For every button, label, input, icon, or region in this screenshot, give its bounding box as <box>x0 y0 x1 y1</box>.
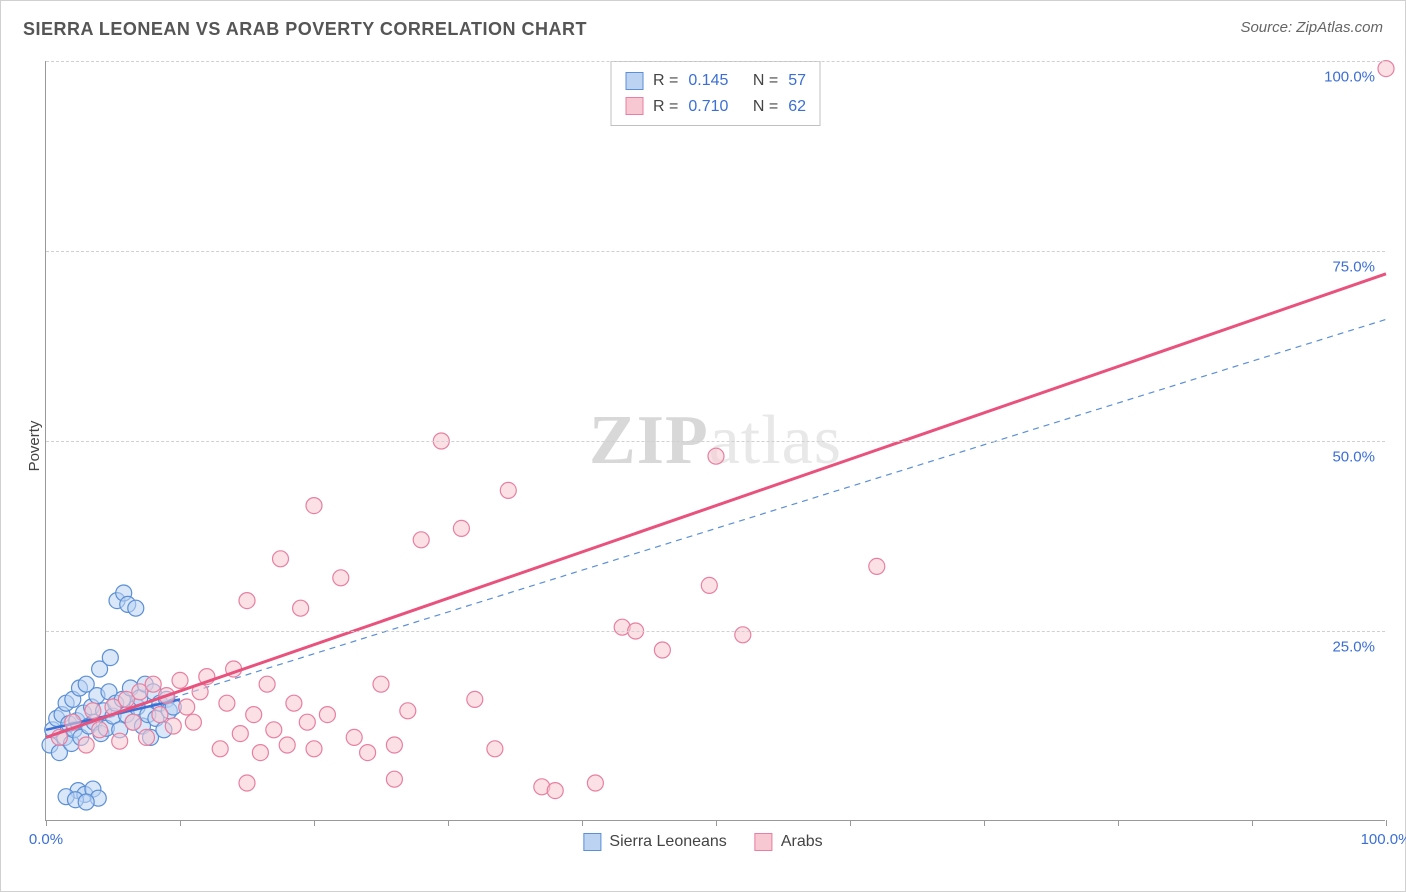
data-point <box>299 714 315 730</box>
data-point <box>869 558 885 574</box>
trend-line <box>46 274 1386 738</box>
data-point <box>172 672 188 688</box>
data-point <box>487 741 503 757</box>
data-point <box>185 714 201 730</box>
data-point <box>500 482 516 498</box>
x-tick <box>180 820 181 826</box>
data-point <box>279 737 295 753</box>
data-point <box>92 722 108 738</box>
x-tick <box>314 820 315 826</box>
data-point <box>413 532 429 548</box>
data-point <box>286 695 302 711</box>
data-point <box>386 771 402 787</box>
data-point <box>212 741 228 757</box>
data-point <box>360 745 376 761</box>
legend-label-arab: Arabs <box>781 833 823 851</box>
x-tick <box>1386 820 1387 826</box>
data-point <box>319 707 335 723</box>
source-attribution: Source: ZipAtlas.com <box>1240 19 1383 36</box>
data-point <box>453 520 469 536</box>
x-tick <box>448 820 449 826</box>
data-point <box>400 703 416 719</box>
legend-item-arab[interactable]: Arabs <box>755 833 823 851</box>
y-axis-label: Poverty <box>26 421 43 472</box>
x-tick <box>46 820 47 826</box>
data-point <box>78 794 94 810</box>
chart-title: SIERRA LEONEAN VS ARAB POVERTY CORRELATI… <box>23 19 587 40</box>
data-point <box>125 714 141 730</box>
gridline <box>46 631 1385 632</box>
x-tick <box>984 820 985 826</box>
data-point <box>266 722 282 738</box>
data-point <box>701 577 717 593</box>
gridline <box>46 61 1385 62</box>
y-tick-label: 75.0% <box>1332 259 1375 276</box>
chart-container: SIERRA LEONEAN VS ARAB POVERTY CORRELATI… <box>0 0 1406 892</box>
legend-label-sierra: Sierra Leoneans <box>609 833 726 851</box>
data-point <box>145 676 161 692</box>
x-tick <box>1252 820 1253 826</box>
data-point <box>219 695 235 711</box>
x-tick-label: 100.0% <box>1361 831 1406 848</box>
data-point <box>373 676 389 692</box>
plot-area: ZIPatlas R = 0.145 N = 57 R = 0.710 N = … <box>45 61 1385 821</box>
data-point <box>306 741 322 757</box>
data-point <box>239 775 255 791</box>
y-tick-label: 100.0% <box>1324 69 1375 86</box>
gridline <box>46 251 1385 252</box>
x-tick <box>582 820 583 826</box>
data-point <box>1378 61 1394 77</box>
data-point <box>306 498 322 514</box>
bottom-legend: Sierra Leoneans Arabs <box>583 833 822 851</box>
data-point <box>252 745 268 761</box>
data-point <box>708 448 724 464</box>
data-point <box>112 733 128 749</box>
data-point <box>467 691 483 707</box>
swatch-arab-icon <box>755 833 773 851</box>
data-point <box>333 570 349 586</box>
y-tick-label: 25.0% <box>1332 639 1375 656</box>
gridline <box>46 441 1385 442</box>
data-point <box>346 729 362 745</box>
data-point <box>139 729 155 745</box>
data-point <box>128 600 144 616</box>
data-point <box>232 726 248 742</box>
x-tick <box>850 820 851 826</box>
data-point <box>654 642 670 658</box>
data-point <box>85 703 101 719</box>
data-point <box>547 783 563 799</box>
data-point <box>239 593 255 609</box>
x-tick <box>716 820 717 826</box>
data-point <box>102 650 118 666</box>
data-point <box>273 551 289 567</box>
swatch-sierra-icon <box>583 833 601 851</box>
data-point <box>293 600 309 616</box>
data-point <box>179 699 195 715</box>
x-tick-label: 0.0% <box>29 831 63 848</box>
x-tick <box>1118 820 1119 826</box>
data-point <box>735 627 751 643</box>
data-point <box>165 718 181 734</box>
y-tick-label: 50.0% <box>1332 449 1375 466</box>
reference-line <box>46 319 1386 737</box>
data-point <box>386 737 402 753</box>
data-point <box>152 707 168 723</box>
data-point <box>587 775 603 791</box>
data-point <box>259 676 275 692</box>
data-point <box>246 707 262 723</box>
legend-item-sierra[interactable]: Sierra Leoneans <box>583 833 726 851</box>
data-point <box>78 737 94 753</box>
